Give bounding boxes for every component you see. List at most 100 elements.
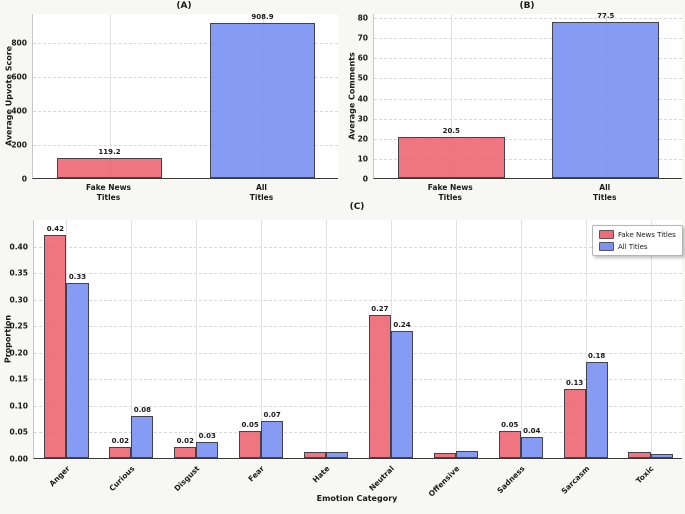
- y-tick-label: 0.20: [9, 348, 28, 358]
- panel-a-title: (A): [176, 1, 192, 11]
- v-gridline: [455, 220, 457, 458]
- v-gridline: [109, 14, 111, 178]
- x-category-label: All Titles: [249, 183, 274, 202]
- bar-value-label: 0.33: [68, 272, 87, 281]
- bar: [261, 420, 284, 458]
- h-gridline: [374, 158, 682, 160]
- legend-item-fake-news-titles: Fake News Titles: [599, 230, 676, 239]
- x-category-label: Curious: [107, 464, 137, 494]
- bar: [455, 451, 478, 458]
- h-gridline: [374, 18, 682, 20]
- bar: [390, 330, 413, 458]
- h-gridline: [34, 326, 682, 328]
- v-gridline: [451, 14, 453, 178]
- h-gridline: [33, 76, 338, 78]
- bar-value-label: 0.05: [501, 421, 519, 430]
- bar: [131, 415, 154, 458]
- x-category-label: Fake News Titles: [86, 183, 131, 202]
- y-tick-label: 0.00: [9, 454, 28, 464]
- bar: [563, 388, 586, 458]
- y-tick-label: 0: [21, 174, 27, 184]
- legend-item-all-titles: All Titles: [599, 242, 676, 251]
- h-gridline: [374, 38, 682, 40]
- bar: [397, 136, 505, 178]
- h-gridline: [34, 246, 682, 248]
- bar: [368, 314, 391, 458]
- bar: [552, 22, 660, 178]
- h-gridline: [34, 405, 682, 407]
- bar: [209, 23, 316, 178]
- x-category-label: Offensive: [426, 464, 462, 499]
- legend: Fake News Titles All Titles: [592, 225, 683, 256]
- y-tick-label: 0.35: [9, 268, 28, 278]
- bar: [56, 157, 163, 178]
- h-gridline: [34, 273, 682, 275]
- bar-value-label: 0.13: [565, 378, 584, 387]
- bar-value-label: 0.18: [588, 352, 606, 361]
- h-gridline: [33, 42, 338, 44]
- h-gridline: [34, 379, 682, 381]
- y-tick-label: 0.30: [9, 295, 28, 305]
- legend-label-all-titles: All Titles: [618, 242, 648, 251]
- y-tick-label: 60: [357, 53, 368, 63]
- bar-value-label: 0.02: [176, 437, 194, 446]
- h-gridline: [34, 432, 682, 434]
- x-category-label: Neutral: [367, 464, 397, 493]
- y-tick-label: 50: [357, 73, 368, 83]
- h-gridline: [33, 110, 338, 112]
- bar-value-label: 0.04: [523, 426, 541, 435]
- panel-c-x-axis-label: Emotion Category: [316, 494, 398, 503]
- x-category-label: Fear: [246, 464, 267, 484]
- y-tick-label: 200: [11, 140, 27, 150]
- y-tick-label: 10: [357, 154, 368, 164]
- panel-b: (B) Average Comments 20.5 77.5 0 10 20 30 40 5…: [343, 0, 685, 202]
- y-tick-label: 0.10: [9, 401, 28, 411]
- v-gridline: [261, 220, 263, 458]
- bar: [303, 452, 327, 458]
- legend-swatch-fake-news-icon: [599, 230, 614, 239]
- bar-value-label: 20.5: [442, 126, 460, 135]
- panel-a-plot-area: 119.2 908.9: [32, 13, 338, 179]
- v-gridline: [585, 220, 587, 458]
- panel-b-plot-area: 20.5 77.5: [373, 12, 682, 179]
- h-gridline: [34, 299, 682, 301]
- h-gridline: [34, 352, 682, 354]
- bar-value-label: 0.24: [393, 320, 411, 329]
- bar: [196, 442, 219, 458]
- panel-a-y-axis-label: Average Upvote Score: [4, 45, 14, 147]
- x-category-label: Sadness: [494, 464, 527, 496]
- panel-c-plot-area: 0.42 0.02 0.02 0.05 0.27 0.05 0.13 0.33 0.08 0.03…: [33, 220, 682, 459]
- x-category-label: All Titles: [593, 183, 617, 202]
- y-tick-label: 0.25: [9, 321, 28, 331]
- y-tick-label: 800: [11, 38, 27, 48]
- bar: [109, 447, 132, 458]
- x-category-label: Sarcasm: [559, 464, 592, 496]
- bar-value-label: 0.05: [241, 421, 259, 430]
- bar: [628, 452, 651, 458]
- v-gridline: [520, 220, 522, 458]
- y-tick-label: 20: [357, 134, 368, 144]
- bar-value-label: 0.02: [111, 437, 129, 446]
- y-tick-label: 0.05: [9, 427, 28, 437]
- bar-value-label: 0.27: [371, 304, 389, 313]
- h-gridline: [374, 58, 682, 60]
- x-category-label: Hate: [310, 464, 332, 485]
- bar-value-label: 908.9: [251, 13, 274, 22]
- bar-value-label: 119.2: [98, 147, 121, 156]
- bar: [44, 234, 67, 458]
- y-tick-label: 0.40: [9, 242, 28, 252]
- h-gridline: [33, 144, 338, 146]
- y-tick-label: 0.15: [9, 374, 28, 384]
- bar-value-label: 0.42: [46, 224, 65, 233]
- bar-value-label: 0.07: [263, 410, 281, 419]
- bar: [498, 431, 521, 458]
- bar-value-label: 77.5: [597, 12, 615, 21]
- bar: [520, 436, 543, 458]
- y-tick-label: 80: [357, 13, 368, 23]
- h-gridline: [374, 138, 682, 140]
- y-tick-label: 0: [362, 174, 368, 184]
- v-gridline: [131, 220, 133, 458]
- v-gridline: [650, 220, 652, 458]
- panel-a: (A) Average Upvote Score 119.2 908.9 0 200…: [0, 0, 342, 202]
